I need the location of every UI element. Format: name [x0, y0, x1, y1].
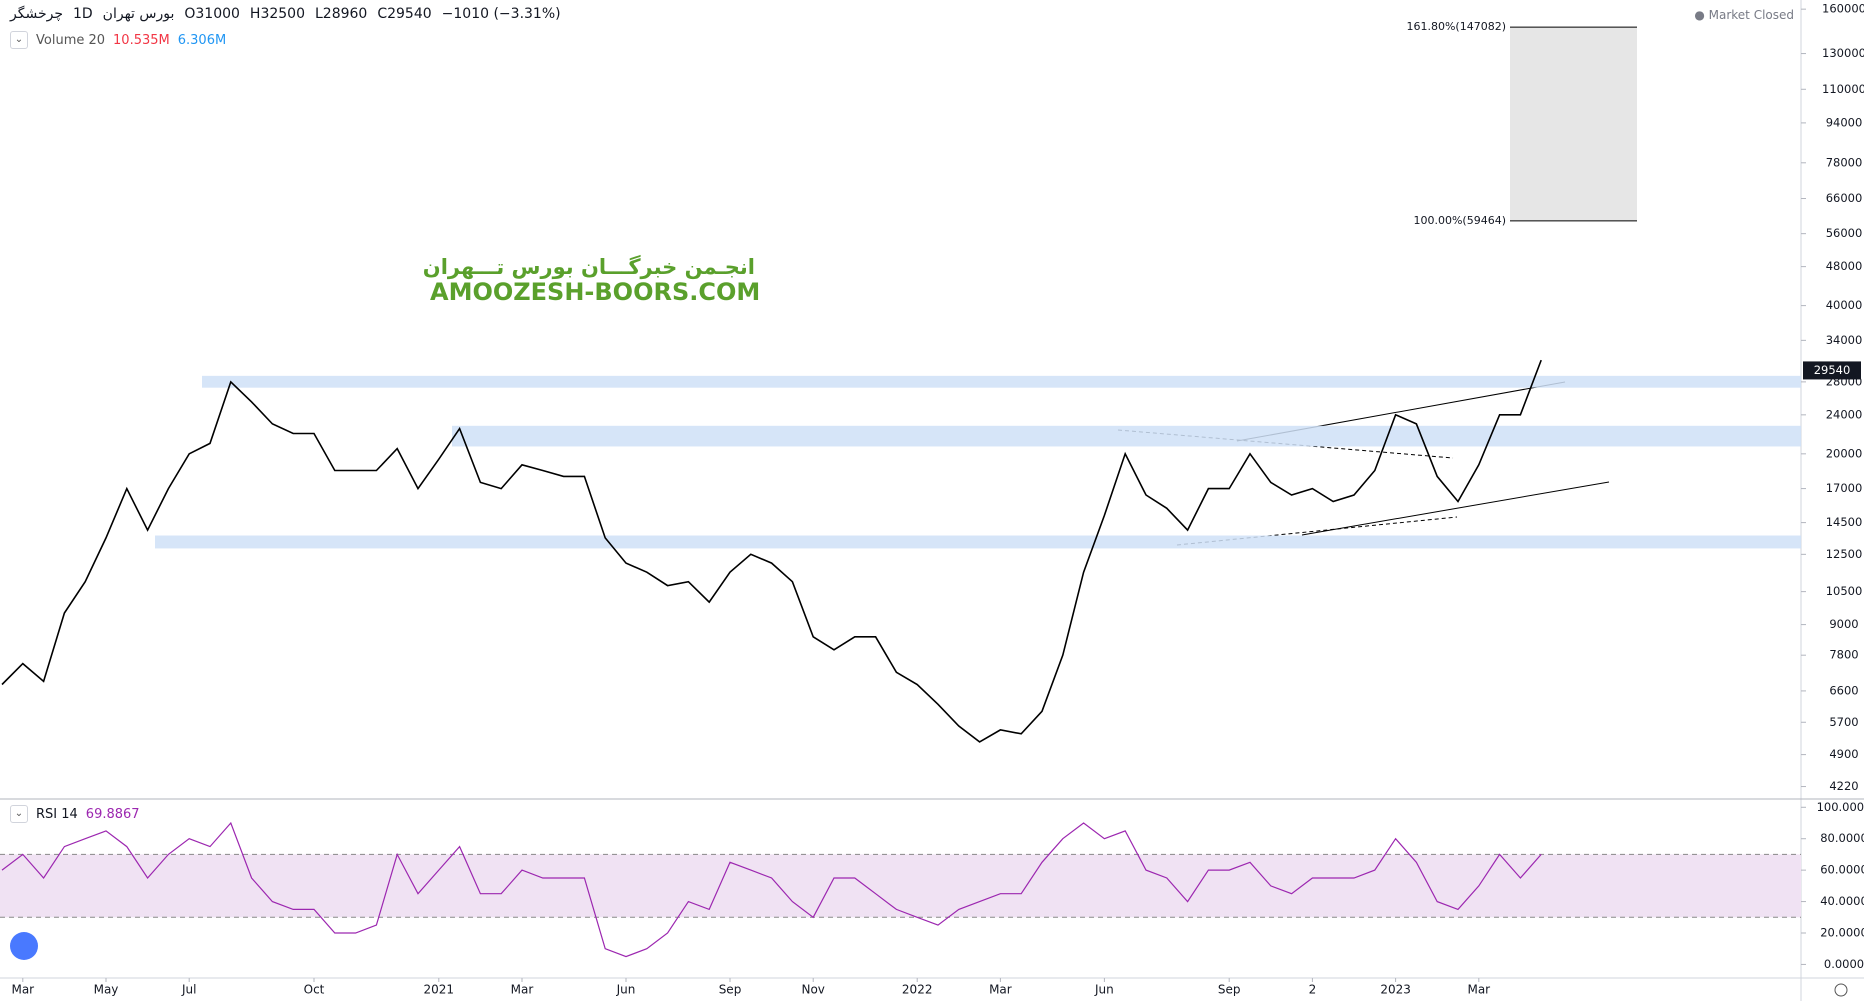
indicator-value: 10.535M — [113, 32, 170, 48]
header: چرخشگر 1D بورس تهران O31000 H32500 L2896… — [10, 6, 561, 22]
y-tick-label: 40000 — [1826, 298, 1863, 312]
y-tick-label: 9000 — [1829, 617, 1858, 631]
indicator-value: 6.306M — [177, 32, 227, 48]
x-tick-label: Nov — [801, 983, 824, 997]
x-tick-label: Mar — [11, 983, 34, 997]
y-tick-label: 0.0000 — [1824, 957, 1864, 971]
y-tick-label: 110000 — [1822, 82, 1864, 96]
y-tick-label: 40.0000 — [1820, 894, 1864, 908]
settings-icon[interactable] — [1834, 983, 1848, 997]
y-tick-label: 4900 — [1829, 747, 1858, 761]
y-tick-label: 10500 — [1826, 584, 1863, 598]
ohlc-open: O31000 — [184, 6, 240, 22]
logo — [10, 932, 38, 960]
x-tick-label: Sep — [1218, 983, 1241, 997]
trend-line — [1176, 516, 1458, 546]
x-tick-label: Mar — [1467, 983, 1490, 997]
y-tick-label: 56000 — [1826, 226, 1863, 240]
zone — [202, 375, 1801, 388]
last-price-label: 29540 — [1814, 363, 1851, 377]
change: −1010 (−3.31%) — [441, 6, 561, 22]
ohlc-high: H32500 — [249, 6, 305, 22]
x-tick-label: Mar — [511, 983, 534, 997]
indicator-name: Volume 20 — [36, 32, 106, 48]
ohlc-close: C29540 — [377, 6, 432, 22]
y-tick-label: 17000 — [1826, 481, 1863, 495]
y-tick-label: 60.0000 — [1820, 863, 1864, 877]
status-text: Market Closed — [1708, 8, 1794, 22]
y-tick-label: 100.0000 — [1817, 800, 1864, 814]
y-tick-label: 66000 — [1826, 191, 1863, 205]
series-line — [1, 359, 1542, 743]
fib-label: 100.00%(59464) — [1413, 214, 1506, 227]
x-tick-label: Oct — [304, 983, 325, 997]
volume-legend: ⌄ Volume 20 10.535M 6.306M — [10, 31, 226, 49]
watermark-en: AMOOZESH-BOORS.COM — [430, 278, 761, 306]
x-tick-label: Jun — [1094, 983, 1114, 997]
exchange: بورس تهران — [102, 6, 175, 22]
market-status: ● Market Closed — [1694, 8, 1794, 22]
x-tick-label: Jul — [181, 983, 196, 997]
ohlc-low: L28960 — [315, 6, 368, 22]
y-tick-label: 4220 — [1829, 779, 1858, 793]
y-tick-label: 80.0000 — [1820, 831, 1864, 845]
last-price-box — [1803, 361, 1861, 380]
fib-area — [1510, 27, 1637, 221]
x-tick-label: 2021 — [424, 983, 455, 997]
y-tick-label: 12500 — [1826, 547, 1863, 561]
y-tick-label: 160000 — [1822, 2, 1864, 16]
indicator-value: 69.8867 — [85, 806, 140, 822]
x-tick-label: Mar — [989, 983, 1012, 997]
x-tick-label: Sep — [719, 983, 742, 997]
x-tick-label: 2023 — [1380, 983, 1411, 997]
rsi-band — [0, 854, 1801, 918]
symbol: چرخشگر — [10, 6, 63, 22]
y-tick-label: 24000 — [1826, 407, 1863, 421]
collapse-button[interactable]: ⌄ — [10, 805, 28, 823]
x-tick-label: 2022 — [902, 983, 933, 997]
y-tick-label: 14500 — [1826, 515, 1863, 529]
x-tick-label: Jun — [616, 983, 636, 997]
y-tick-label: 7800 — [1829, 648, 1858, 662]
trend-line — [1301, 481, 1610, 536]
interval: 1D — [72, 6, 93, 22]
collapse-button[interactable]: ⌄ — [10, 31, 28, 49]
zone — [452, 425, 1801, 447]
y-tick-label: 48000 — [1826, 259, 1863, 273]
x-tick-label: 2 — [1309, 983, 1317, 997]
y-tick-label: 20.0000 — [1820, 926, 1864, 940]
watermark-fa: انجـمن خبرگـــان بورس تـــهران — [422, 255, 755, 279]
rsi-legend: ⌄ RSI 14 69.8867 — [10, 805, 140, 823]
y-tick-label: 20000 — [1826, 446, 1863, 460]
y-tick-label: 78000 — [1826, 155, 1863, 169]
y-tick-label: 130000 — [1822, 46, 1864, 60]
y-tick-label: 5700 — [1829, 715, 1858, 729]
fib-label: 161.80%(147082) — [1406, 20, 1506, 33]
y-tick-label: 94000 — [1826, 115, 1863, 129]
y-tick-label: 34000 — [1826, 333, 1863, 347]
indicator-name: RSI 14 — [36, 806, 78, 822]
y-tick-label: 6600 — [1829, 683, 1858, 697]
series-line — [1, 821, 1542, 958]
zone — [155, 535, 1801, 549]
x-tick-label: May — [94, 983, 119, 997]
